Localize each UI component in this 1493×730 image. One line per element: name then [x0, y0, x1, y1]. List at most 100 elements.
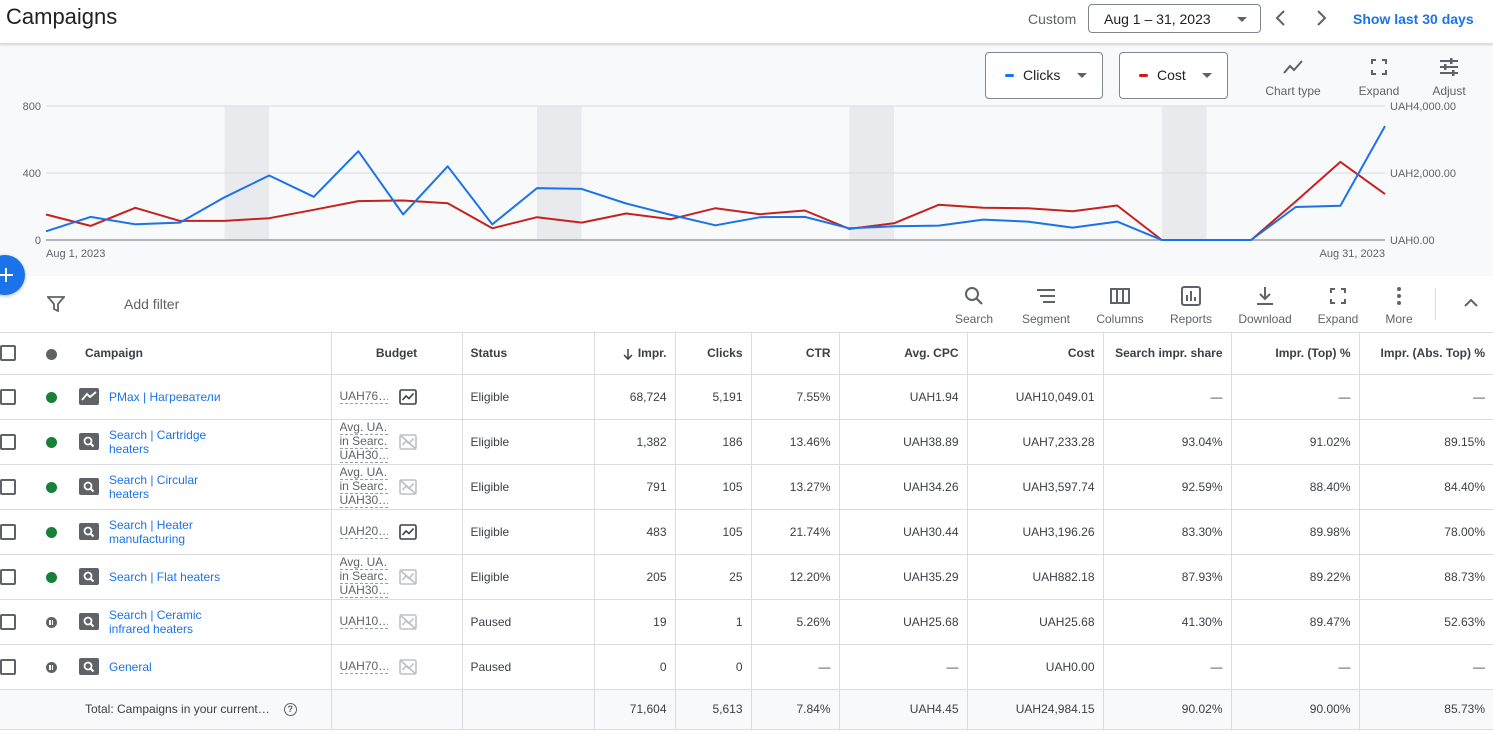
budget-value[interactable]: Avg. UA…in Searc…UAH30… — [339, 556, 388, 598]
row-checkbox-cell[interactable] — [0, 599, 25, 645]
reports-button[interactable]: Reports — [1155, 285, 1227, 326]
header-clicks[interactable]: Clicks — [675, 333, 752, 375]
select-all-checkbox[interactable] — [0, 345, 16, 362]
campaign-name-link[interactable]: Search | Flat heaters — [109, 569, 221, 584]
budget-cell: Avg. UA…in Searc…UAH30… — [331, 554, 463, 600]
enabled-status-icon[interactable] — [45, 391, 57, 403]
campaign-name-link[interactable]: Search | Cartridge heaters — [109, 427, 207, 456]
row-checkbox-cell[interactable] — [0, 644, 25, 690]
row-checkbox[interactable] — [0, 613, 16, 630]
impr-abs-top-value: — — [1359, 374, 1493, 420]
campaign-cell: PMax | Нагреватели — [77, 374, 332, 420]
budget-value[interactable]: UAH10… — [339, 615, 388, 629]
table-row[interactable]: Search | Circular heaters Avg. UA…in Sear… — [0, 464, 1493, 510]
segment-button[interactable]: Segment — [1010, 285, 1082, 326]
row-checkbox[interactable] — [0, 478, 16, 495]
header-budget[interactable]: Budget — [331, 333, 463, 375]
search-impr-share-value: 41.30% — [1103, 599, 1232, 645]
table-row[interactable]: General UAH70… Paused 0 0— — UAH0.00— — — — [0, 644, 1493, 690]
header-impr-cell[interactable]: Impr. — [594, 333, 676, 375]
status-dot-header[interactable] — [25, 333, 77, 375]
row-checkbox-cell[interactable] — [0, 509, 25, 555]
paused-status-icon[interactable] — [45, 616, 57, 628]
budget-value[interactable]: UAH70… — [339, 659, 388, 674]
campaign-name-link[interactable]: PMax | Нагреватели — [109, 389, 221, 404]
row-checkbox-cell[interactable] — [0, 419, 25, 465]
select-all-checkbox-cell[interactable] — [0, 333, 25, 375]
right-axis-tick-label: UAH0.00 — [1390, 235, 1435, 247]
table-row[interactable]: Search | Heater manufacturing UAH20… Eligi… — [0, 509, 1493, 555]
download-button[interactable]: Download — [1229, 285, 1301, 326]
row-checkbox-cell[interactable] — [0, 374, 25, 420]
performance-line-chart: 800 400 0 UAH4,000.00 UAH2,000.00 UAH0.00 Aug … — [23, 101, 1456, 260]
budget-text-line: UAH30… — [339, 448, 388, 463]
search-campaign-icon — [79, 657, 99, 675]
campaign-name-link[interactable]: General — [109, 659, 152, 674]
budget-value[interactable]: Avg. UA…in Searc…UAH30… — [339, 421, 388, 463]
row-status-cell[interactable] — [25, 374, 77, 420]
budget-value[interactable]: UAH76… — [339, 390, 388, 404]
next-period-icon[interactable] — [1311, 8, 1331, 28]
columns-button[interactable]: Columns — [1084, 285, 1156, 326]
search-button[interactable]: Search — [938, 285, 1010, 326]
enabled-status-icon[interactable] — [45, 526, 57, 538]
row-checkbox[interactable] — [0, 433, 16, 450]
reports-label: Reports — [1169, 312, 1213, 326]
header-impr-abs-top[interactable]: Impr. (Abs. Top) % — [1359, 333, 1493, 375]
status-text: Paused — [462, 644, 595, 690]
table-expand-button[interactable]: Expand — [1302, 285, 1374, 326]
header-campaign[interactable]: Campaign — [77, 333, 332, 375]
row-checkbox[interactable] — [0, 388, 16, 405]
metric-cost-select[interactable]: Cost — [1119, 52, 1228, 99]
header-avg-cpc[interactable]: Avg. CPC — [839, 333, 968, 375]
add-filter-input[interactable]: Add filter — [124, 296, 180, 312]
date-range-select[interactable]: Aug 1 – 31, 2023 — [1088, 4, 1261, 33]
row-status-cell[interactable] — [25, 599, 77, 645]
show-last-30-days-link[interactable]: Show last 30 days — [1353, 11, 1474, 27]
header-ctr[interactable]: CTR — [751, 333, 840, 375]
enabled-status-icon[interactable] — [45, 571, 57, 583]
campaign-name-link[interactable]: Search | Ceramic infrared heaters — [109, 607, 202, 636]
metric-clicks-select[interactable]: Clicks — [985, 52, 1103, 99]
enabled-status-icon[interactable] — [45, 481, 57, 493]
table-row[interactable]: PMax | Нагреватели UAH76… Eligible 68,724 5,… — [0, 374, 1493, 420]
budget-value[interactable]: Avg. UA…in Searc…UAH30… — [339, 466, 388, 508]
row-status-cell[interactable] — [25, 419, 77, 465]
row-checkbox[interactable] — [0, 568, 16, 585]
collapse-chevron-up-icon[interactable] — [1462, 296, 1480, 310]
pmax-icon — [79, 387, 99, 405]
campaign-name-link[interactable]: Search | Heater manufacturing — [109, 517, 193, 546]
header-search-impr-share[interactable]: Search impr. share — [1103, 333, 1232, 375]
budget-text-line: UAH70… — [339, 659, 388, 674]
more-button[interactable]: More — [1363, 285, 1435, 326]
chart-enabled-icon[interactable] — [398, 388, 417, 408]
row-checkbox-cell[interactable] — [0, 464, 25, 510]
chart-adjust-button[interactable]: Adjust — [1414, 56, 1484, 98]
chart-expand-button[interactable]: Expand — [1344, 56, 1414, 98]
table-row[interactable]: Search | Cartridge heaters Avg. UA…in Sea… — [0, 419, 1493, 465]
header-cost[interactable]: Cost — [967, 333, 1104, 375]
row-checkbox[interactable] — [0, 523, 16, 540]
chart-enabled-icon[interactable] — [398, 523, 417, 543]
impr-top-value: 89.22% — [1231, 554, 1360, 600]
header-status[interactable]: Status — [462, 333, 595, 375]
left-axis-tick-label: 800 — [23, 101, 41, 113]
search-campaign-icon — [79, 522, 99, 540]
row-checkbox[interactable] — [0, 658, 16, 675]
table-row[interactable]: Search | Flat heaters Avg. UA…in Searc…UA… — [0, 554, 1493, 600]
row-status-cell[interactable] — [25, 464, 77, 510]
row-checkbox-cell[interactable] — [0, 554, 25, 600]
filter-icon[interactable] — [47, 296, 65, 312]
help-icon[interactable]: ? — [283, 703, 297, 717]
paused-status-icon[interactable] — [45, 661, 57, 673]
budget-value[interactable]: UAH20… — [339, 525, 388, 539]
campaign-name-link[interactable]: Search | Circular heaters — [109, 472, 199, 501]
row-status-cell[interactable] — [25, 509, 77, 555]
chart-type-button[interactable]: Chart type — [1258, 56, 1328, 98]
header-impr-top[interactable]: Impr. (Top) % — [1231, 333, 1360, 375]
row-status-cell[interactable] — [25, 644, 77, 690]
row-status-cell[interactable] — [25, 554, 77, 600]
table-row[interactable]: Search | Ceramic infrared heaters UAH10… P… — [0, 599, 1493, 645]
enabled-status-icon[interactable] — [45, 436, 57, 448]
previous-period-icon[interactable] — [1271, 8, 1291, 28]
